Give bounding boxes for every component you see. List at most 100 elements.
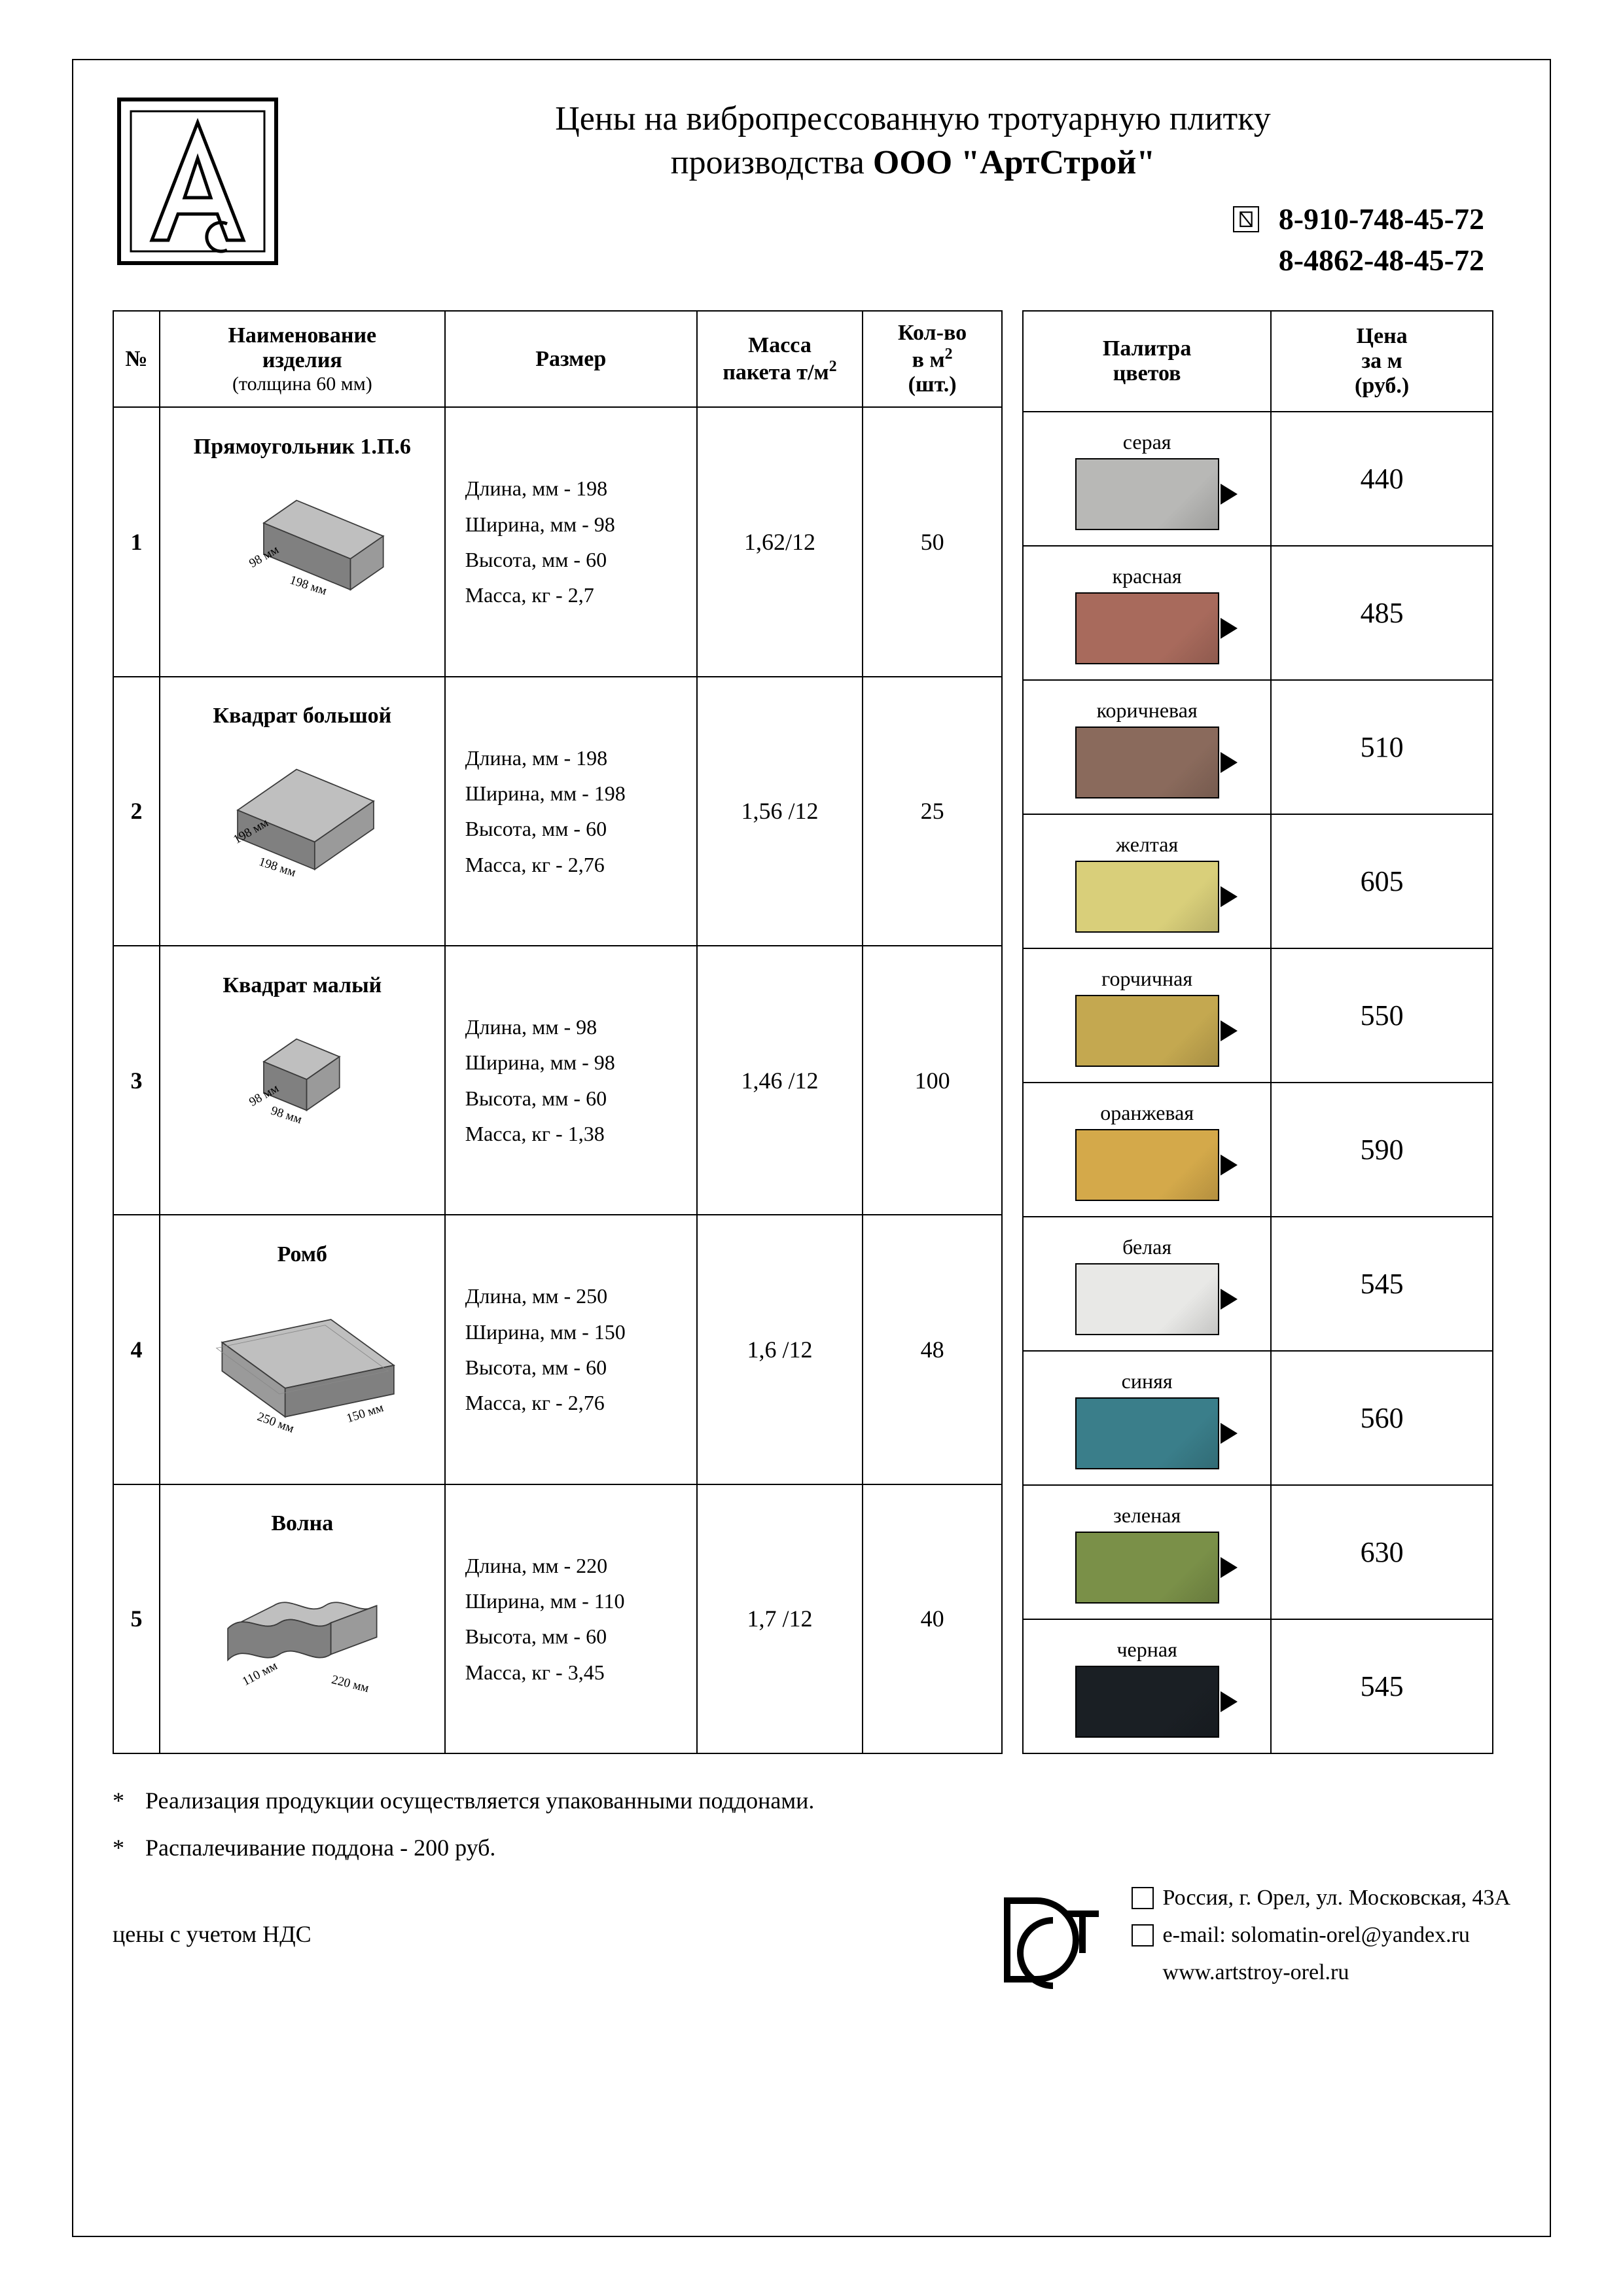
header-text: Цены на вибропрессованную тротуарную пли… [315,93,1510,284]
email: solomatin-orel@yandex.ru [1231,1923,1470,1947]
product-qty: 100 [863,946,1002,1215]
product-name: Волна [167,1511,438,1536]
products-table: № Наименование изделия (толщина 60 мм) Р… [113,310,1003,1754]
palette-row: красная 485 [1023,546,1493,680]
header-price: Цена за м (руб.) [1271,311,1493,412]
color-swatch [1075,1129,1219,1201]
product-image: 198 мм 198 мм [167,735,438,918]
product-size: Длина, мм - 98Ширина, мм - 98Высота, мм … [445,946,697,1215]
product-num: 4 [113,1215,160,1484]
header-num: № [113,311,160,407]
cert-icon [988,1881,1105,1999]
website: www.artstroy-orel.ru [1163,1956,1349,1989]
price-cell: 550 [1271,948,1493,1083]
swatch-cell: серая [1023,412,1271,546]
palette-table: Палитра цветов Цена за м (руб.) серая [1022,310,1493,1754]
price-cell: 605 [1271,814,1493,948]
product-name-cell: Волна 220 мм 110 мм [160,1484,445,1753]
product-image: 98 мм 98 мм [167,1005,438,1188]
product-name: Прямоугольник 1.П.6 [167,435,438,459]
palette-row: зеленая 630 [1023,1485,1493,1619]
nds-note: цены с учетом НДС [113,1920,312,1948]
swatch-cell: коричневая [1023,680,1271,814]
swatch-label: красная [1030,564,1264,588]
product-num: 5 [113,1484,160,1753]
color-swatch [1075,1532,1219,1604]
swatch-label: черная [1030,1638,1264,1662]
swatch-label: коричневая [1030,698,1264,723]
product-size: Длина, мм - 198Ширина, мм - 198Высота, м… [445,677,697,946]
color-swatch [1075,592,1219,664]
product-mass: 1,6 /12 [697,1215,863,1484]
swatch-label: серая [1030,430,1264,454]
product-name-cell: Квадрат малый 98 мм 98 мм [160,946,445,1215]
swatch-label: синяя [1030,1369,1264,1393]
price-cell: 560 [1271,1351,1493,1485]
color-swatch [1075,995,1219,1067]
product-qty: 48 [863,1215,1002,1484]
product-mass: 1,7 /12 [697,1484,863,1753]
product-num: 3 [113,946,160,1215]
swatch-cell: белая [1023,1217,1271,1351]
color-swatch [1075,726,1219,798]
contacts: Россия, г. Орел, ул. Московская, 43А e-m… [1132,1881,1510,1993]
title-line2: производства ООО "АртСтрой" [315,143,1510,182]
product-row: 5 Волна 220 мм 110 мм Длина, мм - 220Шир… [113,1484,1002,1753]
price-cell: 590 [1271,1083,1493,1217]
product-name: Квадрат большой [167,704,438,728]
svg-text:220 мм: 220 мм [330,1673,370,1695]
price-cell: 545 [1271,1619,1493,1753]
phones: 8-910-748-45-72 8-4862-48-45-72 [315,202,1510,278]
header-qty: Кол-во в м2 (шт.) [863,311,1002,407]
color-swatch [1075,861,1219,933]
color-swatch [1075,1263,1219,1335]
product-row: 4 Ромб 250 мм 150 мм Длина, мм - 250Шири… [113,1215,1002,1484]
page: Цены на вибропрессованную тротуарную пли… [72,59,1551,2237]
price-cell: 485 [1271,546,1493,680]
color-swatch [1075,1397,1219,1469]
header-mass: Масса пакета т/м2 [697,311,863,407]
footer-note-1: *Реализация продукции осуществляется упа… [113,1787,1510,1814]
header-name: Наименование изделия (толщина 60 мм) [160,311,445,407]
footer: *Реализация продукции осуществляется упа… [113,1787,1510,1999]
logo [113,93,283,276]
header-size: Размер [445,311,697,407]
location-icon [1132,1887,1154,1909]
product-name: Квадрат малый [167,973,438,998]
palette-row: черная 545 [1023,1619,1493,1753]
swatch-label: белая [1030,1235,1264,1259]
products-header-row: № Наименование изделия (толщина 60 мм) Р… [113,311,1002,407]
swatch-cell: оранжевая [1023,1083,1271,1217]
product-row: 1 Прямоугольник 1.П.6 198 мм 98 мм Длина… [113,407,1002,676]
product-row: 3 Квадрат малый 98 мм 98 мм Длина, мм - … [113,946,1002,1215]
product-num: 2 [113,677,160,946]
title-line1: Цены на вибропрессованную тротуарную пли… [315,99,1510,138]
svg-text:110 мм: 110 мм [240,1659,279,1689]
email-icon [1132,1924,1154,1946]
swatch-cell: желтая [1023,814,1271,948]
product-name: Ромб [167,1242,438,1267]
price-cell: 630 [1271,1485,1493,1619]
product-name-cell: Квадрат большой 198 мм 198 мм [160,677,445,946]
palette-row: коричневая 510 [1023,680,1493,814]
swatch-cell: черная [1023,1619,1271,1753]
product-name-cell: Прямоугольник 1.П.6 198 мм 98 мм [160,407,445,676]
main-content: № Наименование изделия (толщина 60 мм) Р… [113,310,1510,1754]
palette-row: синяя 560 [1023,1351,1493,1485]
swatch-label: горчичная [1030,967,1264,991]
product-num: 1 [113,407,160,676]
product-mass: 1,62/12 [697,407,863,676]
product-row: 2 Квадрат большой 198 мм 198 мм Длина, м… [113,677,1002,946]
address: Россия, г. Орел, ул. Московская, 43А [1163,1881,1510,1914]
phone-1: 8-910-748-45-72 [1279,202,1484,236]
palette-row: горчичная 550 [1023,948,1493,1083]
product-qty: 25 [863,677,1002,946]
price-cell: 510 [1271,680,1493,814]
price-cell: 545 [1271,1217,1493,1351]
palette-row: оранжевая 590 [1023,1083,1493,1217]
palette-row: белая 545 [1023,1217,1493,1351]
swatch-cell: зеленая [1023,1485,1271,1619]
price-cell: 440 [1271,412,1493,546]
palette-row: желтая 605 [1023,814,1493,948]
product-name-cell: Ромб 250 мм 150 мм [160,1215,445,1484]
